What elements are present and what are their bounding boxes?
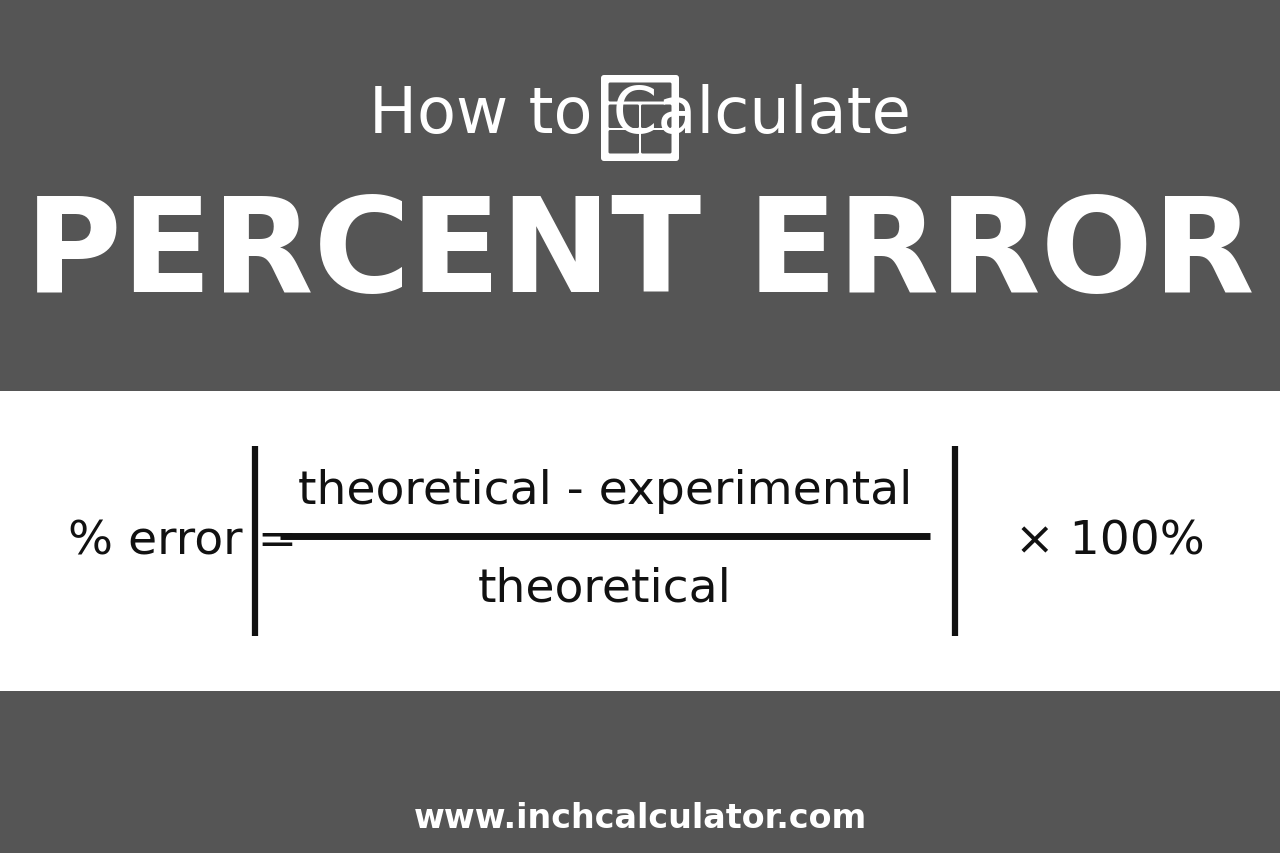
Text: × 100%: × 100% [1015,519,1204,564]
Text: theoretical: theoretical [479,566,732,611]
FancyBboxPatch shape [608,84,672,102]
Text: theoretical - experimental: theoretical - experimental [298,469,913,514]
Text: How to Calculate: How to Calculate [369,84,911,146]
FancyBboxPatch shape [641,106,672,129]
Text: www.inchcalculator.com: www.inchcalculator.com [413,801,867,834]
Text: PERCENT ERROR: PERCENT ERROR [26,191,1254,318]
Bar [0,691,1280,853]
FancyBboxPatch shape [641,131,672,154]
FancyBboxPatch shape [602,76,678,162]
Bar [0,392,1280,691]
Bar [0,0,1280,392]
FancyBboxPatch shape [608,106,639,129]
Text: % error =: % error = [68,519,297,564]
FancyBboxPatch shape [608,131,639,154]
